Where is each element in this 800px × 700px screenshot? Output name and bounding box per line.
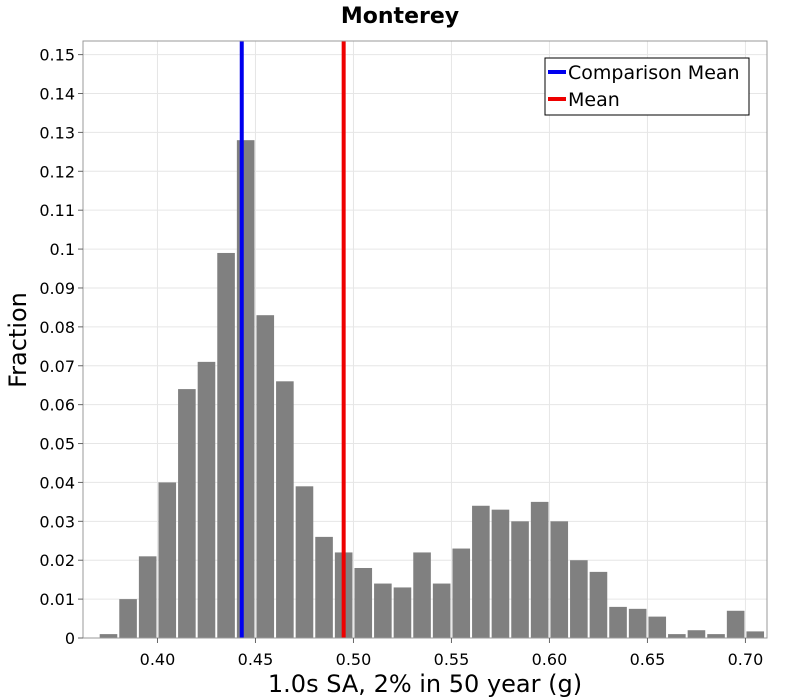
y-axis-label: Fraction: [4, 292, 32, 388]
histogram-bar: [628, 608, 647, 638]
y-tick-label: 0: [65, 629, 75, 648]
histogram-bar: [687, 630, 706, 638]
histogram-bar: [452, 548, 471, 638]
histogram-bar: [276, 381, 294, 638]
histogram-bar: [236, 140, 255, 638]
histogram-bar: [315, 536, 333, 638]
x-tick-label: 0.60: [532, 650, 568, 669]
y-tick-label: 0.14: [39, 85, 75, 104]
reference-lines: [239, 41, 346, 638]
histogram-bar: [550, 521, 569, 638]
histogram-bar: [354, 567, 373, 638]
histogram-bar: [707, 634, 725, 638]
histogram-bar: [178, 389, 196, 638]
y-tick-label: 0.09: [39, 279, 75, 298]
y-tick-label: 0.15: [39, 46, 75, 65]
y-tick-label: 0.05: [39, 435, 75, 454]
x-tick-label: 0.50: [336, 650, 372, 669]
y-tick-label: 0.07: [39, 357, 75, 376]
y-tick-label: 0.08: [39, 318, 75, 337]
y-tick-label: 0.02: [39, 551, 75, 570]
y-tick-label: 0.13: [39, 123, 75, 142]
histogram-bar: [472, 505, 490, 638]
histogram-bar: [726, 610, 745, 638]
y-tick-label: 0.11: [39, 201, 75, 220]
legend-label: Mean: [568, 89, 620, 111]
histogram-bar: [589, 571, 608, 638]
histogram-bar: [491, 509, 510, 638]
histogram-bar: [393, 587, 412, 638]
legend: Comparison Mean Mean: [544, 57, 750, 116]
x-axis-label: 1.0s SA, 2% in 50 year (g): [268, 670, 582, 698]
y-tick-label: 0.06: [39, 396, 75, 415]
x-tick-label: 0.45: [238, 650, 274, 669]
histogram-bar: [158, 482, 177, 638]
histogram-bar: [668, 634, 686, 638]
histogram-bar: [413, 552, 431, 638]
x-tick-label: 0.70: [728, 650, 764, 669]
histogram-bar: [648, 616, 667, 638]
legend-label: Comparison Mean: [568, 62, 740, 84]
y-tick-label: 0.1: [50, 240, 75, 259]
histogram-bars: [99, 140, 765, 638]
histogram-bar: [374, 583, 392, 638]
y-axis-ticks: 0 0.01 0.02 0.03 0.04 0.05 0.06 0.07 0.08 0.09 0.1…: [39, 46, 83, 648]
histogram-bar: [609, 606, 627, 638]
histogram-bar: [256, 315, 275, 638]
histogram-bar: [99, 634, 118, 638]
histogram-bar: [295, 486, 314, 638]
plot-area-border: [82, 40, 768, 639]
x-tick-label: 0.40: [140, 650, 176, 669]
grid-lines: [83, 41, 767, 639]
histogram-bar: [197, 361, 216, 638]
histogram-bar: [530, 501, 549, 638]
chart-title: Monterey: [341, 4, 459, 29]
y-tick-label: 0.01: [39, 590, 75, 609]
histogram-bar: [570, 560, 588, 638]
histogram-bar: [746, 631, 765, 638]
legend-box: [544, 57, 750, 116]
histogram-bar: [432, 583, 451, 638]
y-tick-label: 0.12: [39, 162, 75, 181]
histogram-bar: [217, 252, 235, 638]
histogram-bar: [511, 521, 529, 638]
x-axis-ticks: 0.40 0.45 0.50 0.55 0.60 0.65 0.70: [140, 638, 764, 669]
histogram-bar: [119, 599, 137, 638]
histogram-bar: [138, 556, 157, 638]
y-tick-label: 0.03: [39, 512, 75, 531]
x-tick-label: 0.65: [630, 650, 666, 669]
y-tick-label: 0.04: [39, 473, 75, 492]
x-tick-label: 0.55: [434, 650, 470, 669]
